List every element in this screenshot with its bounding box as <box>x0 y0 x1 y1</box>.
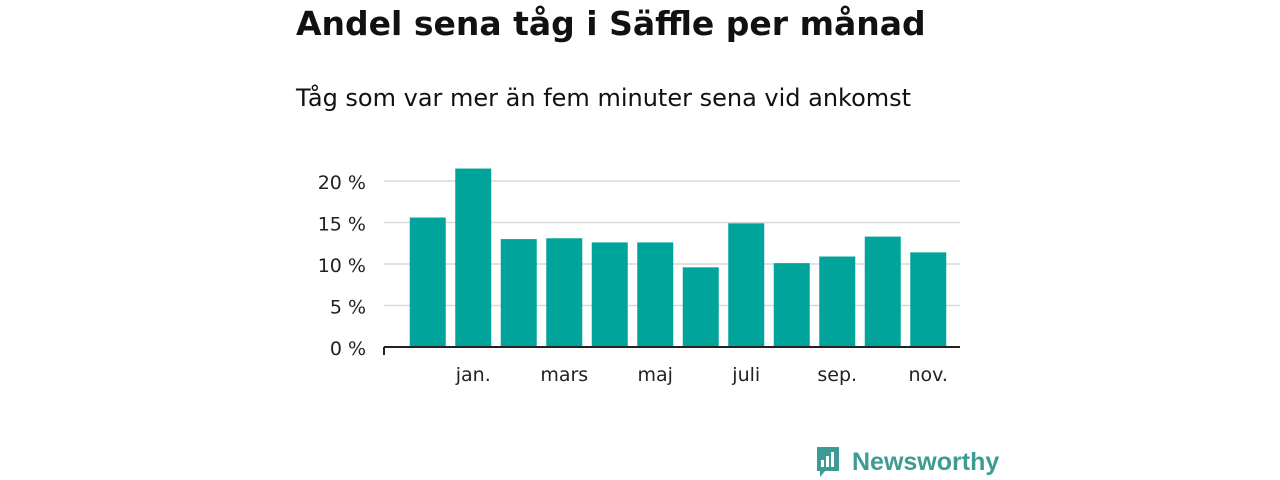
bar-nov <box>910 252 947 347</box>
y-tick-label: 20 % <box>318 172 366 194</box>
brand-name: Newsworthy <box>852 447 1000 476</box>
x-tick-label: maj <box>638 364 673 386</box>
bar-sep <box>819 256 856 347</box>
y-tick-label: 5 % <box>330 297 366 319</box>
bar-feb <box>500 239 537 347</box>
bar-april <box>591 242 628 347</box>
brand-logo[interactable]: Newsworthy <box>814 444 999 480</box>
x-tick-label: jan. <box>455 364 491 386</box>
x-tick-label: sep. <box>817 364 857 386</box>
y-tick-label: 15 % <box>318 214 366 236</box>
bar-okt <box>864 236 901 347</box>
bar-dec <box>409 217 446 347</box>
bar-juni <box>682 267 719 347</box>
chart-title: Andel sena tåg i Säffle per månad <box>296 4 926 43</box>
bar-mars <box>546 238 583 347</box>
bar-aug <box>773 263 810 347</box>
x-tick-label: mars <box>540 364 588 386</box>
chart-subtitle: Tåg som var mer än fem minuter sena vid … <box>296 84 912 112</box>
x-tick-label: nov. <box>909 364 948 386</box>
bar-juli <box>728 223 765 347</box>
bar-maj <box>637 242 674 347</box>
newsworthy-logo-icon <box>817 447 839 477</box>
bar-jan <box>455 168 492 347</box>
y-tick-label: 0 % <box>330 338 366 360</box>
x-tick-label: juli <box>731 364 760 386</box>
y-tick-label: 10 % <box>318 255 366 277</box>
